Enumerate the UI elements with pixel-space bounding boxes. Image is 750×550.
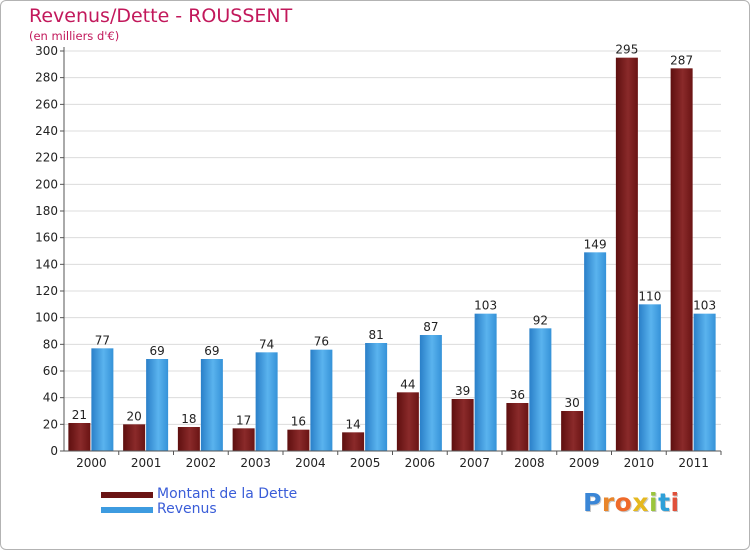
data-label-dette: 18 <box>181 412 196 426</box>
data-label-dette: 39 <box>455 384 470 398</box>
data-label-revenus: 103 <box>474 299 497 313</box>
y-tick-label: 160 <box>35 231 58 245</box>
y-tick-label: 120 <box>35 284 58 298</box>
legend-label-debt: Montant de la Dette <box>157 486 298 502</box>
data-label-revenus: 81 <box>368 328 383 342</box>
bar-revenus <box>584 252 607 451</box>
logo-letter: x <box>632 488 649 517</box>
x-tick-label: 2006 <box>405 456 436 470</box>
data-label-dette: 20 <box>126 409 141 423</box>
data-label-revenus: 110 <box>638 289 661 303</box>
x-tick-label: 2001 <box>131 456 162 470</box>
bar-revenus <box>529 328 552 451</box>
data-label-revenus: 87 <box>423 320 438 334</box>
y-tick-label: 0 <box>50 444 58 458</box>
y-tick-label: 260 <box>35 97 58 111</box>
data-label-revenus: 74 <box>259 337 274 351</box>
logo-letter: t <box>658 488 671 517</box>
bar-dette <box>68 423 91 451</box>
logo-letter: i <box>670 488 680 517</box>
legend-swatch-revenus <box>101 506 153 513</box>
legend-label-revenus: Revenus <box>157 501 217 517</box>
data-label-revenus: 76 <box>314 335 329 349</box>
y-tick-label: 280 <box>35 71 58 85</box>
chart-title: Revenus/Dette - ROUSSENT <box>29 5 293 27</box>
legend-item-debt: Montant de la Dette <box>101 487 297 502</box>
data-label-dette: 21 <box>72 408 87 422</box>
data-label-dette: 36 <box>510 388 525 402</box>
x-tick-label: 2003 <box>240 456 271 470</box>
data-label-dette: 287 <box>670 53 693 67</box>
x-tick-label: 2007 <box>459 456 490 470</box>
data-label-revenus: 103 <box>693 299 716 313</box>
y-tick-label: 240 <box>35 124 58 138</box>
y-tick-label: 80 <box>43 337 58 351</box>
x-tick-label: 2000 <box>76 456 107 470</box>
chart-legend: Montant de la Dette Revenus <box>101 487 297 517</box>
bar-dette <box>287 429 310 451</box>
bar-revenus <box>365 343 388 451</box>
legend-item-revenus: Revenus <box>101 502 297 517</box>
logo-letter: P <box>583 488 602 517</box>
x-tick-label: 2011 <box>678 456 709 470</box>
bar-dette <box>396 392 419 451</box>
bar-revenus <box>91 348 114 451</box>
bar-dette <box>177 427 200 451</box>
bar-revenus <box>200 359 223 451</box>
bar-dette <box>123 424 146 451</box>
data-label-dette: 30 <box>564 396 579 410</box>
data-label-dette: 14 <box>345 417 360 431</box>
x-tick-label: 2004 <box>295 456 326 470</box>
bar-dette <box>561 411 584 451</box>
data-label-dette: 16 <box>291 415 306 429</box>
bar-revenus <box>474 313 497 451</box>
x-tick-label: 2010 <box>624 456 655 470</box>
x-tick-label: 2009 <box>569 456 600 470</box>
bar-dette <box>342 432 365 451</box>
bar-revenus <box>693 313 716 451</box>
y-tick-label: 200 <box>35 177 58 191</box>
data-label-revenus: 149 <box>584 237 607 251</box>
bar-revenus <box>146 359 169 451</box>
y-tick-label: 220 <box>35 151 58 165</box>
data-label-dette: 295 <box>615 43 638 57</box>
x-tick-label: 2008 <box>514 456 545 470</box>
bar-dette <box>232 428 255 451</box>
x-tick-label: 2005 <box>350 456 381 470</box>
data-label-revenus: 77 <box>95 333 110 347</box>
data-label-dette: 44 <box>400 377 415 391</box>
bar-dette <box>615 57 638 452</box>
bar-dette <box>506 403 529 451</box>
x-tick-label: 2002 <box>186 456 217 470</box>
bar-revenus <box>310 349 333 451</box>
data-label-revenus: 92 <box>533 313 548 327</box>
bar-dette <box>451 399 474 451</box>
y-tick-label: 180 <box>35 204 58 218</box>
bar-dette <box>670 68 693 451</box>
y-tick-label: 300 <box>35 44 58 58</box>
y-tick-label: 20 <box>43 417 58 431</box>
y-tick-label: 40 <box>43 391 58 405</box>
data-label-dette: 17 <box>236 413 251 427</box>
proxiti-logo: Proxiti <box>583 488 680 517</box>
data-label-revenus: 69 <box>149 344 164 358</box>
legend-swatch-debt <box>101 491 153 498</box>
bar-revenus <box>638 304 661 451</box>
logo-letter: o <box>614 488 633 517</box>
y-tick-label: 60 <box>43 364 58 378</box>
bar-revenus <box>419 335 442 451</box>
bar-revenus <box>255 352 278 451</box>
chart-subtitle: (en milliers d'€) <box>29 29 120 43</box>
logo-letter: r <box>601 488 615 517</box>
y-tick-label: 140 <box>35 257 58 271</box>
logo-letter: i <box>649 488 659 517</box>
data-label-revenus: 69 <box>204 344 219 358</box>
y-tick-label: 100 <box>35 311 58 325</box>
